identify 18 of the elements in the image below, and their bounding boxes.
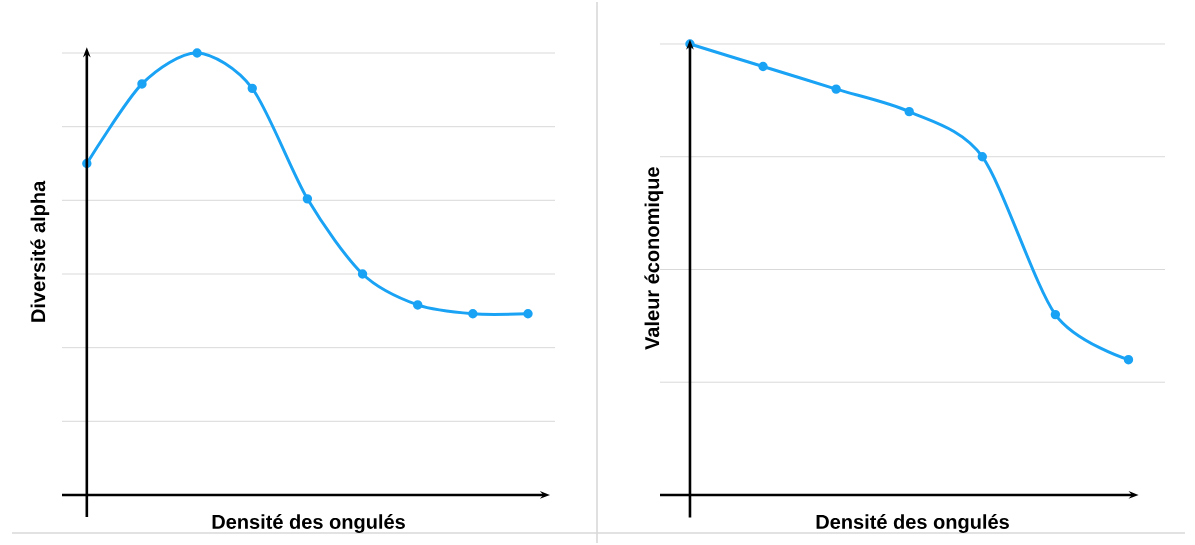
point — [357, 269, 368, 279]
point — [904, 106, 914, 117]
point — [413, 300, 423, 310]
point — [831, 84, 841, 94]
x-axis-title: Densité des ongulés — [816, 514, 1009, 533]
point — [1123, 354, 1134, 365]
point — [468, 309, 478, 319]
point — [192, 48, 202, 58]
x-axis-title: Densité des ongulés — [212, 514, 405, 533]
y-axis-title: Valeur économique — [644, 167, 664, 350]
point — [523, 309, 533, 319]
point — [302, 194, 313, 204]
point — [1050, 309, 1061, 320]
point — [247, 83, 257, 94]
point — [758, 61, 768, 72]
y-axis-title: Diversité alpha — [30, 180, 50, 322]
point — [977, 152, 987, 162]
point — [137, 79, 147, 89]
